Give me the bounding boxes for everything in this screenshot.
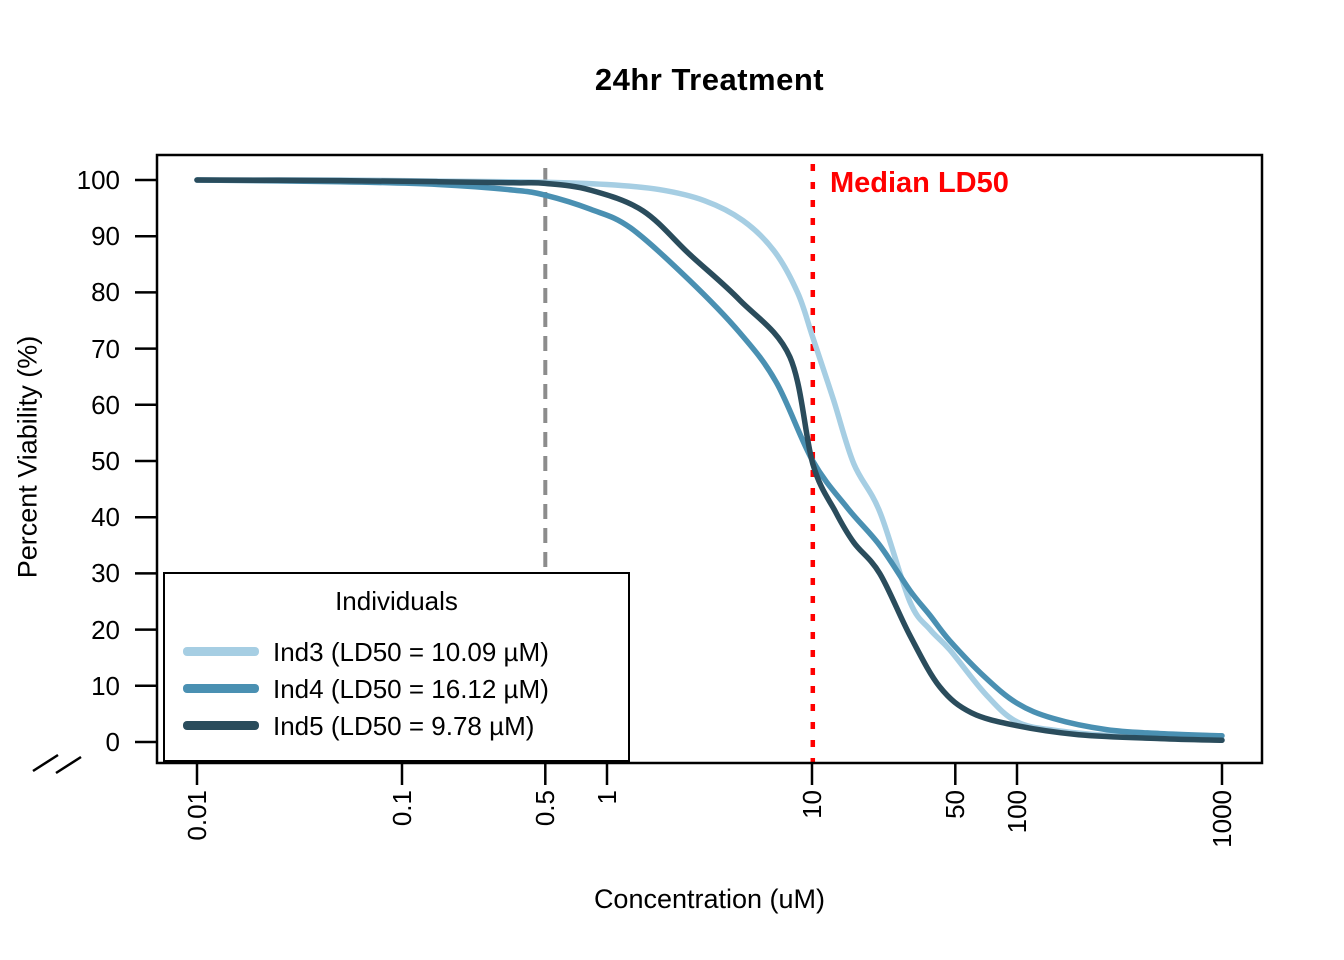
legend: Individuals Ind3 (LD50 = 10.09 µM) Ind4 … <box>163 572 630 762</box>
y-tick-label-10: 10 <box>91 670 120 701</box>
x-tick-label-text: 0.01 <box>182 790 212 841</box>
x-axis-title: Concentration (uM) <box>593 884 826 914</box>
legend-line-swatch-ind3 <box>183 647 259 656</box>
x-tick-label-text: 0.5 <box>530 790 561 827</box>
y-tick-label-60: 60 <box>91 389 120 420</box>
legend-line-swatch-ind4 <box>183 684 259 693</box>
legend-title: Individuals <box>335 586 458 616</box>
axis-break-icon <box>32 753 59 773</box>
x-tick-label-text: 1000 <box>1207 790 1237 848</box>
axis-break-icon <box>55 755 82 775</box>
chart-title: 24hr Treatment <box>594 62 825 97</box>
x-tick-label-text: 50 <box>940 790 971 819</box>
x-tick-label-text: 1 <box>592 790 622 805</box>
y-tick-label-50: 50 <box>91 446 120 476</box>
y-tick-label-70: 70 <box>91 333 120 364</box>
y-tick-label-20: 20 <box>91 614 120 645</box>
y-tick-label-100: 100 <box>76 165 120 195</box>
y-tick-label-40: 40 <box>91 502 120 533</box>
y-tick-label-30: 30 <box>91 558 120 589</box>
x-tick-label-text: 100 <box>1002 790 1032 834</box>
plot-border <box>155 153 1264 765</box>
legend-label-ind5: Ind5 (LD50 = 9.78 µM) <box>273 711 535 741</box>
median-ld50-annotation: Median LD50 <box>830 167 1009 199</box>
legend-item-ind3: Ind3 (LD50 = 10.09 µM) <box>165 637 628 667</box>
x-tick-label-text: 10 <box>797 790 827 819</box>
legend-label-ind3: Ind3 (LD50 = 10.09 µM) <box>273 637 549 667</box>
x-tick-label-text: 0.1 <box>387 790 417 827</box>
legend-line-swatch-ind5 <box>183 721 259 730</box>
y-tick-label-0: 0 <box>105 727 120 757</box>
legend-item-ind4: Ind4 (LD50 = 16.12 µM) <box>165 674 628 704</box>
legend-label-ind4: Ind4 (LD50 = 16.12 µM) <box>273 674 549 704</box>
legend-item-ind5: Ind5 (LD50 = 9.78 µM) <box>165 711 628 741</box>
curve-ind5 <box>194 177 1225 744</box>
y-tick-label-90: 90 <box>91 221 120 252</box>
y-tick-label-80: 80 <box>91 277 120 308</box>
